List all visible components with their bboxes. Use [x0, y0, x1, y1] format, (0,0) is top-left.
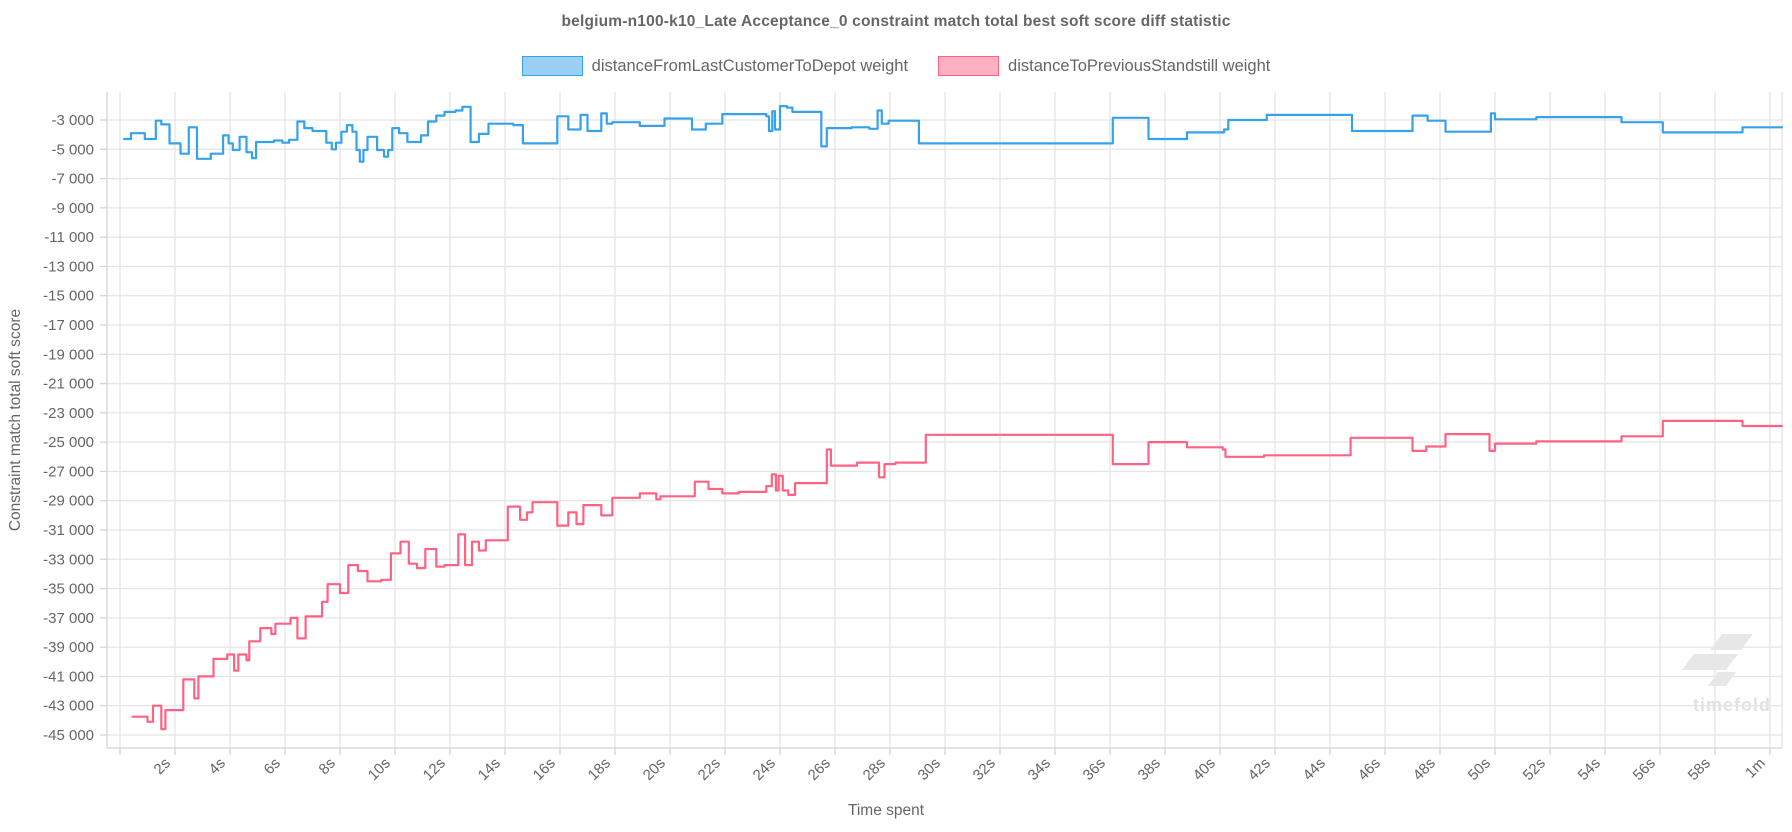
x-tick-label: 34s: [1025, 755, 1054, 784]
x-tick-label: 50s: [1465, 755, 1494, 784]
x-tick-label: 2s: [151, 755, 174, 778]
y-tick-label: -19 000: [43, 346, 94, 363]
y-tick-label: -33 000: [43, 551, 94, 568]
series-line-distance-from-last-customer[interactable]: [123, 105, 1784, 163]
x-tick-label: 14s: [475, 755, 504, 784]
x-tick-label: 44s: [1300, 755, 1329, 784]
x-tick-label: 42s: [1245, 755, 1274, 784]
y-tick-label: -25 000: [43, 434, 94, 451]
y-tick-label: -5 000: [51, 141, 94, 158]
y-tick-label: -23 000: [43, 405, 94, 422]
legend-item-distance-to-previous-standstill[interactable]: distanceToPreviousStandstill weight: [938, 56, 1270, 76]
x-tick-label: 1m: [1742, 755, 1769, 782]
y-tick-label: -37 000: [43, 610, 94, 627]
x-tick-label: 26s: [805, 755, 834, 784]
x-tick-label: 22s: [695, 755, 724, 784]
x-tick-label: 20s: [640, 755, 669, 784]
x-tick-label: 32s: [970, 755, 999, 784]
x-tick-label: 18s: [585, 755, 614, 784]
legend: distanceFromLastCustomerToDepot weight d…: [0, 56, 1792, 76]
x-tick-label: 16s: [530, 755, 559, 784]
x-tick-label: 58s: [1685, 755, 1714, 784]
y-tick-label: -43 000: [43, 698, 94, 715]
x-tick-label: 10s: [365, 755, 394, 784]
x-tick-label: 28s: [860, 755, 889, 784]
y-tick-label: -15 000: [43, 288, 94, 305]
y-tick-label: -29 000: [43, 493, 94, 510]
x-tick-label: 38s: [1135, 755, 1164, 784]
x-tick-label: 56s: [1630, 755, 1659, 784]
legend-label: distanceFromLastCustomerToDepot weight: [591, 56, 909, 75]
y-tick-label: -7 000: [51, 171, 94, 188]
y-tick-label: -3 000: [51, 112, 94, 129]
x-tick-label: 36s: [1080, 755, 1109, 784]
x-tick-label: 4s: [206, 755, 229, 778]
y-tick-label: -13 000: [43, 258, 94, 275]
timefold-watermark-text: timefold: [1693, 695, 1771, 715]
y-tick-label: -45 000: [43, 727, 94, 744]
y-tick-label: -17 000: [43, 317, 94, 334]
x-tick-label: 48s: [1410, 755, 1439, 784]
y-tick-label: -11 000: [44, 229, 94, 246]
x-tick-label: 46s: [1355, 755, 1384, 784]
legend-item-distance-from-last-customer[interactable]: distanceFromLastCustomerToDepot weight: [521, 56, 909, 76]
watermark-logo-bar-middle: [1682, 654, 1738, 670]
y-tick-label: -27 000: [43, 463, 94, 480]
y-tick-label: -35 000: [43, 581, 94, 598]
x-tick-label: 54s: [1575, 755, 1604, 784]
x-tick-label: 12s: [420, 755, 449, 784]
y-tick-label: -21 000: [43, 376, 94, 393]
y-tick-label: -39 000: [43, 639, 94, 656]
y-tick-label: -41 000: [43, 668, 94, 685]
x-axis-title: Time spent: [847, 802, 925, 819]
y-tick-label: -9 000: [51, 200, 94, 217]
x-tick-label: 6s: [261, 755, 284, 778]
x-tick-label: 40s: [1190, 755, 1219, 784]
x-tick-label: 8s: [316, 755, 339, 778]
x-tick-label: 52s: [1520, 755, 1549, 784]
legend-swatch-blue: [521, 56, 583, 76]
watermark-logo-bar-bottom: [1708, 672, 1736, 686]
y-tick-label: -31 000: [43, 522, 94, 539]
x-tick-label: 30s: [915, 755, 944, 784]
watermark-logo-bar-top: [1710, 634, 1753, 650]
x-tick-label: 24s: [750, 755, 779, 784]
legend-label: distanceToPreviousStandstill weight: [1008, 56, 1271, 75]
series-line-distance-to-previous-standstill[interactable]: [131, 419, 1784, 731]
legend-swatch-pink: [938, 56, 1000, 76]
chart-title: belgium-n100-k10_Late Acceptance_0 const…: [561, 13, 1231, 30]
